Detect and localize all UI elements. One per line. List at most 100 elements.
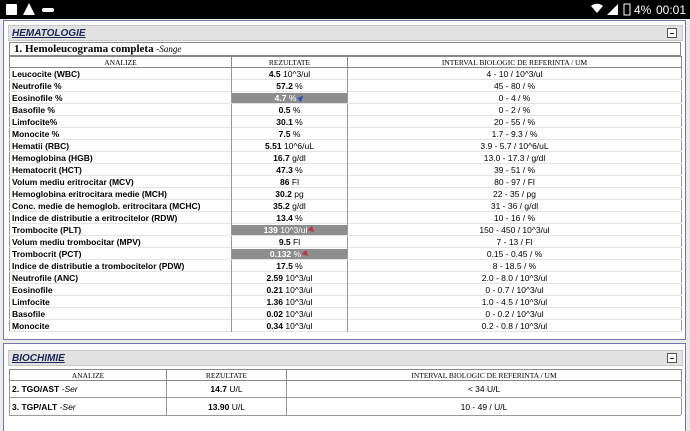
result-row: Leucocite (WBC) 4.5 10^3/ul 4 - 10 / 10^3/… — [9, 68, 682, 80]
analysis-name: Volum mediu trombocitar (MPV) — [9, 236, 232, 247]
result-cell: 17.5 % — [231, 260, 348, 272]
reference-range: 0.2 - 0.8 / 10^3/ul — [347, 320, 682, 331]
result-cell: 0.02 10^3/ul — [231, 308, 348, 320]
result-unit: 10^3/ul — [285, 309, 313, 319]
range-text: 0 - 0.7 / 10^3/ul — [485, 284, 544, 295]
result-value: 7.5 — [278, 129, 291, 139]
result-row: Hemoglobina eritrocitara medie (MCH) 30.2… — [9, 188, 682, 200]
range-text: 4 - 10 / 10^3/ul — [486, 68, 543, 79]
result-unit: g/dl — [292, 153, 306, 163]
result-unit: U/L — [229, 384, 243, 394]
result-value: 35.2 — [273, 201, 290, 211]
result-value: 30.2 — [275, 189, 292, 199]
result-row: Volum mediu trombocitar (MPV) 9.5 Fl 7 - 1… — [9, 236, 682, 248]
range-text: 22 - 35 / pg — [492, 188, 536, 199]
analysis-name: Indice de distributie a eritrocitelor (R… — [9, 212, 232, 223]
test-name: 1. Hemoleucograma completa — [14, 43, 154, 55]
result-row: Hematii (RBC) 5.51 10^6/uL 3.9 - 5.7 / 10^… — [9, 140, 682, 152]
column-header: INTERVAL BIOLOGIC DE REFERINTA / UM — [286, 369, 682, 381]
reference-range: 4 - 10 / 10^3/ul — [347, 68, 682, 79]
result-value: 4.7 — [274, 93, 287, 103]
analysis-label: Hemoglobina (HGB) — [12, 152, 93, 163]
reference-range: 0 - 2 / % — [347, 104, 682, 115]
result-cell: 0.5 % — [231, 104, 348, 116]
result-cell: 35.2 g/dl — [231, 200, 348, 212]
result-value: 0.132 — [269, 249, 292, 259]
analysis-name: Eosinofile % — [9, 92, 232, 103]
result-row: Conc. medie de hemoglob. eritrocitara (M… — [9, 200, 682, 212]
section-card: HEMATOLOGIE 1. Hemoleucograma completa -S… — [3, 20, 686, 340]
column-header: REZULTATE — [231, 56, 348, 68]
reference-range: 1.7 - 9.3 / % — [347, 128, 682, 139]
result-cell: 1.36 10^3/ul — [231, 296, 348, 308]
reference-range: 20 - 55 / % — [347, 116, 682, 127]
analysis-name: Conc. medie de hemoglob. eritrocitara (M… — [9, 200, 232, 211]
collapse-button[interactable] — [667, 28, 677, 38]
reference-range: 13.0 - 17.3 / g/dl — [347, 152, 682, 163]
battery-text: 4% — [634, 3, 652, 17]
test-sample: -Sange — [156, 44, 182, 54]
analysis-name: Basofile % — [9, 104, 232, 115]
result-cell: 9.5 Fl — [231, 236, 348, 248]
result-unit: % — [288, 93, 297, 103]
analysis-label: Basofile — [12, 308, 46, 319]
reference-range: 8 - 18.5 / % — [347, 260, 682, 271]
test-title: 1. Hemoleucograma completa -Sange — [9, 42, 681, 56]
analysis-label: Leucocite (WBC) — [12, 68, 80, 79]
result-row: Monocite % 7.5 % 1.7 - 9.3 / % — [9, 128, 682, 140]
result-unit: 10^3/ul — [285, 321, 313, 331]
result-unit: % — [292, 105, 301, 115]
range-text: 2.0 - 8.0 / 10^3/ul — [481, 272, 548, 283]
reference-range: < 34 U/L — [286, 380, 682, 397]
result-value: 9.5 — [278, 237, 291, 247]
analysis-label: 3. TGP/ALT — [12, 401, 58, 412]
result-value: 17.5 — [276, 261, 293, 271]
analysis-name: Trombocite (PLT) — [9, 224, 232, 235]
reference-range: 0.15 - 0.45 / % — [347, 248, 682, 259]
reference-range: 150 - 450 / 10^3/ul — [347, 224, 682, 235]
result-value: 13.90 — [208, 402, 230, 412]
analysis-name: Neutrofile (ANC) — [9, 272, 232, 283]
reference-range: 3.9 - 5.7 / 10^6/uL — [347, 140, 682, 151]
analysis-label: Trombocrit (PCT) — [12, 248, 82, 259]
range-text: 0 - 2 / % — [498, 104, 531, 115]
result-row: Limfocite% 30.1 % 20 - 55 / % — [9, 116, 682, 128]
reference-range: 2.0 - 8.0 / 10^3/ul — [347, 272, 682, 283]
result-cell: 30.2 pg — [231, 188, 348, 200]
clock: 00:01 — [656, 3, 687, 17]
sample-type: -Ser — [59, 401, 76, 412]
result-unit: % — [293, 249, 302, 259]
sample-type: -Ser — [61, 383, 78, 394]
analysis-name: Leucocite (WBC) — [9, 68, 232, 79]
analysis-label: Indice de distributie a trombocitelor (P… — [12, 260, 185, 271]
analysis-label: Eosinofile % — [12, 92, 63, 103]
flag-icon-up — [297, 94, 305, 102]
analysis-name: Limfocite% — [9, 116, 232, 127]
result-cell: 5.51 10^6/uL — [231, 140, 348, 152]
range-text: 1.0 - 4.5 / 10^3/ul — [481, 296, 548, 307]
analysis-label: 2. TGO/AST — [12, 383, 60, 394]
range-text: 7 - 13 / Fl — [496, 236, 533, 247]
collapse-button[interactable] — [667, 353, 677, 363]
result-row: 3. TGP/ALT -Ser 13.90 U/L 10 - 49 / U/L — [9, 398, 682, 416]
result-cell: 2.59 10^3/ul — [231, 272, 348, 284]
analysis-name: 3. TGP/ALT -Ser — [9, 398, 167, 415]
result-value: 16.7 — [273, 153, 290, 163]
section-card: BIOCHIMIE ANALIZE REZULTATE INTERVAL BIOLOG… — [3, 343, 686, 431]
result-row: 2. TGO/AST -Ser 14.7 U/L < 34 U/L — [9, 380, 682, 398]
result-row: Basofile 0.02 10^3/ul 0 - 0.2 / 10^3/ul — [9, 308, 682, 320]
result-row: Trombocrit (PCT) 0.132 % 0.15 - 0.45 / % — [9, 248, 682, 260]
result-unit: % — [295, 165, 303, 175]
range-text: 0 - 4 / % — [498, 92, 531, 103]
result-value: 14.7 — [210, 384, 227, 394]
result-value: 139 — [263, 225, 278, 235]
analysis-name: Basofile — [9, 308, 232, 319]
range-text: 3.9 - 5.7 / 10^6/uL — [480, 140, 549, 151]
analysis-name: Monocite — [9, 320, 232, 331]
result-unit: 10^3/ul — [285, 273, 313, 283]
reference-range: 0 - 4 / % — [347, 92, 682, 103]
result-unit: 10^3/ul — [280, 225, 308, 235]
result-cell: 47.3 % — [231, 164, 348, 176]
analysis-label: Volum mediu trombocitar (MPV) — [12, 236, 141, 247]
result-unit: Fl — [293, 237, 301, 247]
